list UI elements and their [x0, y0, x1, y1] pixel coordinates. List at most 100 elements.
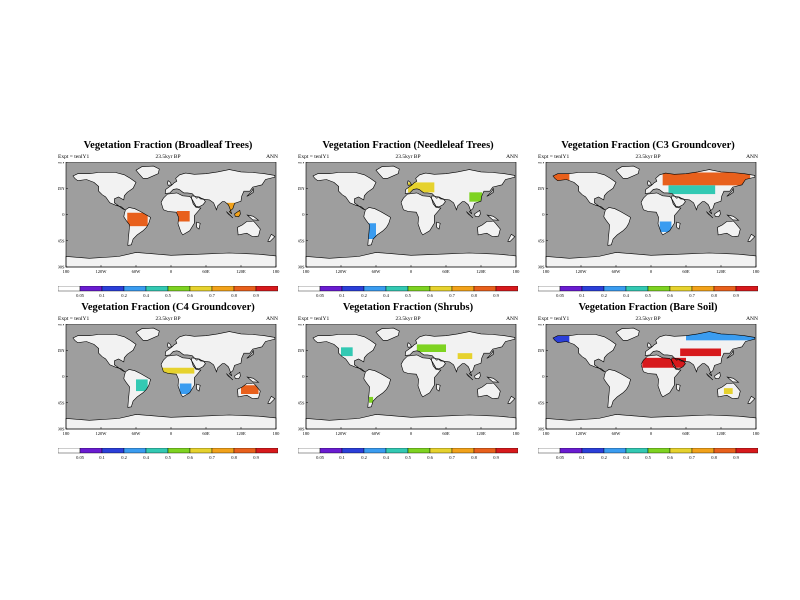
y-tick-label: 45N [298, 186, 305, 191]
veg-region-siberia [686, 331, 756, 341]
landmass-new-guinea [727, 215, 739, 221]
landmass-japan [246, 350, 254, 359]
coastline [246, 376, 260, 383]
y-tick-label: 90S [298, 427, 305, 432]
coastline [640, 192, 682, 236]
coastline [237, 220, 261, 238]
landmass-antarctica [66, 414, 276, 429]
colorbar-label: 0.6 [427, 293, 433, 298]
landmass-borneo [474, 372, 481, 379]
coastline [726, 350, 734, 359]
coastline [615, 165, 640, 179]
map-panel: Vegetation Fraction (Shrubs) Expt = tenlY… [298, 302, 520, 460]
colorbar-swatch [473, 448, 497, 454]
veg-region-australia [723, 388, 733, 394]
coastline [507, 395, 516, 404]
colorbar-label: 0.2 [121, 455, 127, 460]
colorbar-swatch [385, 448, 409, 454]
x-tick-label: 180 [513, 269, 521, 274]
coastline [507, 233, 516, 242]
colorbar-swatch [625, 448, 649, 454]
coastline [714, 209, 721, 218]
x-tick-label: 180 [303, 269, 311, 274]
colorbar-label: 0.05 [76, 293, 85, 298]
colorbar-label: 0.8 [231, 455, 237, 460]
y-tick-label: 90S [58, 265, 65, 270]
landmass-north-america [73, 172, 136, 210]
landmass-eurasia [165, 169, 275, 214]
coastline [436, 383, 441, 392]
colorbar-label: 0.8 [471, 455, 477, 460]
colorbar-label: 0.5 [645, 455, 651, 460]
x-tick-label: 120E [476, 269, 486, 274]
colorbar-swatch [647, 448, 671, 454]
y-tick-label: 45N [58, 348, 65, 353]
coastline [237, 382, 261, 400]
y-tick-label: 45S [58, 238, 65, 243]
landmass-australia [477, 382, 501, 399]
x-tick-label: 180 [753, 431, 761, 436]
colorbar-swatch [495, 286, 518, 292]
veg-region-china [469, 192, 483, 202]
landmass-antarctica [66, 252, 276, 267]
coastline [72, 334, 137, 373]
coastline [474, 209, 481, 218]
colorbar-swatch [319, 448, 343, 454]
colorbar-swatch [407, 448, 431, 454]
y-tick-label: 90N [538, 162, 545, 165]
coastline [676, 383, 681, 392]
x-tick-label: 60W [372, 269, 382, 274]
colorbar-label: 0.05 [556, 455, 565, 460]
coastline [312, 172, 377, 211]
colorbar-label: 0.5 [645, 293, 651, 298]
x-tick-label: 60W [132, 431, 142, 436]
colorbar-swatch [255, 286, 278, 292]
x-tick-label: 180 [543, 431, 551, 436]
y-tick-label: 90S [538, 427, 545, 432]
landmass-eurasia [165, 331, 275, 376]
coastline [363, 207, 391, 246]
x-tick-label: 120W [336, 431, 348, 436]
colorbar-swatch [735, 286, 758, 292]
colorbar-label: 0.5 [165, 293, 171, 298]
time-label: 23.5kyr BP [395, 154, 421, 160]
coastline [486, 376, 500, 383]
coastline [647, 342, 653, 348]
landmass-australia [477, 220, 501, 237]
colorbar-swatch [123, 286, 147, 292]
landmass-south-america [603, 369, 631, 408]
veg-region-w-north-america [341, 347, 353, 357]
colorbar-swatch [429, 286, 453, 292]
coastline [726, 376, 740, 383]
landmass-new-zealand [507, 234, 515, 242]
experiment-label: Expt = tenlY1 [538, 154, 570, 160]
coastline [407, 180, 413, 186]
landmass-japan [726, 350, 734, 359]
landmass-japan [246, 188, 254, 197]
colorbar-label: 0.9 [493, 293, 499, 298]
map-panel: Vegetation Fraction (Bare Soil) Expt = te… [538, 302, 761, 460]
coastline [164, 331, 276, 377]
coastline [706, 373, 714, 381]
colorbar-swatch [647, 286, 671, 292]
y-tick-label: 45S [298, 238, 305, 243]
y-tick-label: 0 [542, 212, 545, 217]
coastline [676, 221, 681, 230]
coastline [404, 169, 516, 215]
landmass-new-guinea [487, 377, 499, 383]
coastline [123, 369, 151, 408]
colorbar-swatch [581, 286, 605, 292]
x-tick-label: 0 [170, 431, 173, 436]
y-tick-label: 90S [298, 265, 305, 270]
y-tick-label: 90S [538, 265, 545, 270]
coastline [363, 369, 391, 408]
panel-title: Vegetation Fraction (Shrubs) [342, 302, 474, 313]
colorbar-label: 0.2 [121, 293, 127, 298]
colorbar-swatch [363, 286, 387, 292]
y-tick-label: 0 [62, 212, 65, 217]
coastline [404, 331, 516, 377]
coastline [375, 165, 400, 179]
x-tick-label: 120W [576, 431, 588, 436]
x-tick-label: 180 [63, 269, 71, 274]
colorbar-label: 0.8 [711, 455, 717, 460]
